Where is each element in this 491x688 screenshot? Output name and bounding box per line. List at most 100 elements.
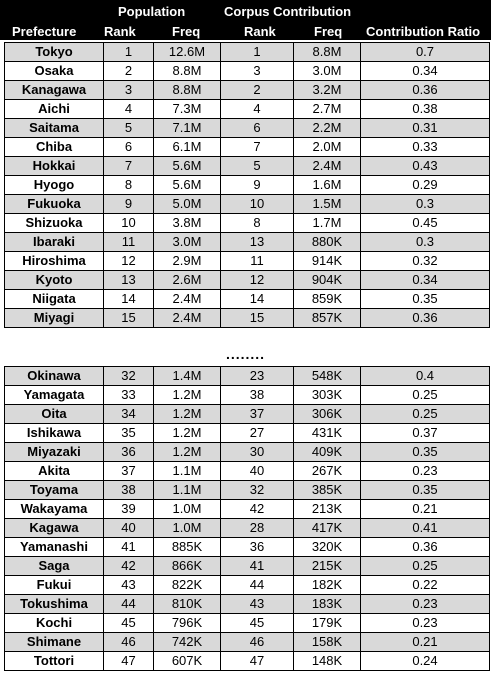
table-gap-ellipsis: ........ [225, 346, 266, 362]
corpus-freq-cell: 2.4M [293, 156, 361, 176]
contribution-ratio-cell: 0.38 [360, 99, 490, 119]
contribution-ratio-cell: 0.25 [360, 404, 490, 424]
table-row: Tottori 47 607K 47 148K 0.24 [4, 651, 490, 671]
population-freq-cell: 1.2M [153, 404, 221, 424]
prefecture-cell: Miyagi [4, 308, 104, 328]
corpus-rank-cell: 7 [220, 137, 294, 157]
population-freq-cell: 1.2M [153, 442, 221, 462]
corpus-freq-cell: 2.0M [293, 137, 361, 157]
population-rank-cell: 42 [103, 556, 154, 576]
contribution-ratio-cell: 0.7 [360, 42, 490, 62]
prefecture-cell: Kyoto [4, 270, 104, 290]
corpus-rank-column-header: Rank [244, 24, 276, 39]
population-freq-cell: 8.8M [153, 80, 221, 100]
population-rank-cell: 37 [103, 461, 154, 481]
contribution-ratio-cell: 0.41 [360, 518, 490, 538]
population-rank-cell: 10 [103, 213, 154, 233]
contribution-ratio-cell: 0.36 [360, 537, 490, 557]
table-row: Saitama 5 7.1M 6 2.2M 0.31 [4, 118, 490, 138]
corpus-freq-cell: 3.2M [293, 80, 361, 100]
corpus-rank-cell: 13 [220, 232, 294, 252]
table-row: Ishikawa 35 1.2M 27 431K 0.37 [4, 423, 490, 443]
corpus-rank-cell: 27 [220, 423, 294, 443]
corpus-rank-cell: 36 [220, 537, 294, 557]
corpus-rank-cell: 28 [220, 518, 294, 538]
population-freq-cell: 12.6M [153, 42, 221, 62]
prefecture-cell: Yamagata [4, 385, 104, 405]
prefecture-cell: Shimane [4, 632, 104, 652]
corpus-freq-cell: 1.6M [293, 175, 361, 195]
corpus-rank-cell: 47 [220, 651, 294, 671]
population-freq-cell: 2.4M [153, 308, 221, 328]
prefecture-cell: Shizuoka [4, 213, 104, 233]
population-group-heading: Population [118, 4, 186, 19]
table-row: Okinawa 32 1.4M 23 548K 0.4 [4, 366, 490, 386]
population-freq-cell: 1.1M [153, 461, 221, 481]
corpus-freq-cell: 857K [293, 308, 361, 328]
population-rank-cell: 44 [103, 594, 154, 614]
table-header: Population Corpus Contribution Prefectur… [0, 0, 491, 40]
contribution-ratio-cell: 0.4 [360, 366, 490, 386]
population-rank-cell: 12 [103, 251, 154, 271]
population-freq-cell: 7.1M [153, 118, 221, 138]
corpus-freq-cell: 158K [293, 632, 361, 652]
corpus-rank-cell: 12 [220, 270, 294, 290]
corpus-rank-cell: 32 [220, 480, 294, 500]
table-row: Niigata 14 2.4M 14 859K 0.35 [4, 289, 490, 309]
table-row: Miyazaki 36 1.2M 30 409K 0.35 [4, 442, 490, 462]
table-row: Shimane 46 742K 46 158K 0.21 [4, 632, 490, 652]
population-rank-column-header: Rank [104, 24, 136, 39]
table-row: Osaka 2 8.8M 3 3.0M 0.34 [4, 61, 490, 81]
population-rank-cell: 7 [103, 156, 154, 176]
contribution-ratio-cell: 0.23 [360, 613, 490, 633]
prefecture-cell: Saga [4, 556, 104, 576]
contribution-ratio-cell: 0.43 [360, 156, 490, 176]
contribution-ratio-cell: 0.31 [360, 118, 490, 138]
corpus-rank-cell: 15 [220, 308, 294, 328]
prefecture-cell: Okinawa [4, 366, 104, 386]
corpus-rank-cell: 37 [220, 404, 294, 424]
contribution-ratio-cell: 0.22 [360, 575, 490, 595]
corpus-rank-cell: 41 [220, 556, 294, 576]
corpus-freq-cell: 914K [293, 251, 361, 271]
prefecture-cell: Kanagawa [4, 80, 104, 100]
population-freq-cell: 5.0M [153, 194, 221, 214]
corpus-rank-cell: 6 [220, 118, 294, 138]
corpus-freq-cell: 8.8M [293, 42, 361, 62]
corpus-rank-cell: 5 [220, 156, 294, 176]
contribution-ratio-column-header: Contribution Ratio [366, 24, 481, 39]
population-rank-cell: 40 [103, 518, 154, 538]
contribution-ratio-cell: 0.29 [360, 175, 490, 195]
population-rank-cell: 14 [103, 289, 154, 309]
corpus-freq-cell: 179K [293, 613, 361, 633]
corpus-freq-cell: 303K [293, 385, 361, 405]
table-row: Saga 42 866K 41 215K 0.25 [4, 556, 490, 576]
table-row: Yamanashi 41 885K 36 320K 0.36 [4, 537, 490, 557]
corpus-rank-cell: 14 [220, 289, 294, 309]
corpus-rank-cell: 45 [220, 613, 294, 633]
table-row: Fukuoka 9 5.0M 10 1.5M 0.3 [4, 194, 490, 214]
table-row: Hyogo 8 5.6M 9 1.6M 0.29 [4, 175, 490, 195]
contribution-ratio-cell: 0.3 [360, 232, 490, 252]
corpus-rank-cell: 4 [220, 99, 294, 119]
prefecture-cell: Fukuoka [4, 194, 104, 214]
corpus-rank-cell: 42 [220, 499, 294, 519]
population-rank-cell: 1 [103, 42, 154, 62]
prefecture-cell: Kagawa [4, 518, 104, 538]
population-rank-cell: 35 [103, 423, 154, 443]
population-rank-cell: 11 [103, 232, 154, 252]
prefecture-cell: Hiroshima [4, 251, 104, 271]
population-rank-cell: 36 [103, 442, 154, 462]
corpus-rank-cell: 44 [220, 575, 294, 595]
contribution-ratio-cell: 0.25 [360, 385, 490, 405]
corpus-rank-cell: 30 [220, 442, 294, 462]
contribution-ratio-cell: 0.34 [360, 270, 490, 290]
table-row: Miyagi 15 2.4M 15 857K 0.36 [4, 308, 490, 328]
population-freq-cell: 866K [153, 556, 221, 576]
corpus-freq-cell: 2.7M [293, 99, 361, 119]
prefecture-cell: Chiba [4, 137, 104, 157]
table-row: Yamagata 33 1.2M 38 303K 0.25 [4, 385, 490, 405]
corpus-rank-cell: 10 [220, 194, 294, 214]
population-rank-cell: 43 [103, 575, 154, 595]
prefecture-cell: Niigata [4, 289, 104, 309]
